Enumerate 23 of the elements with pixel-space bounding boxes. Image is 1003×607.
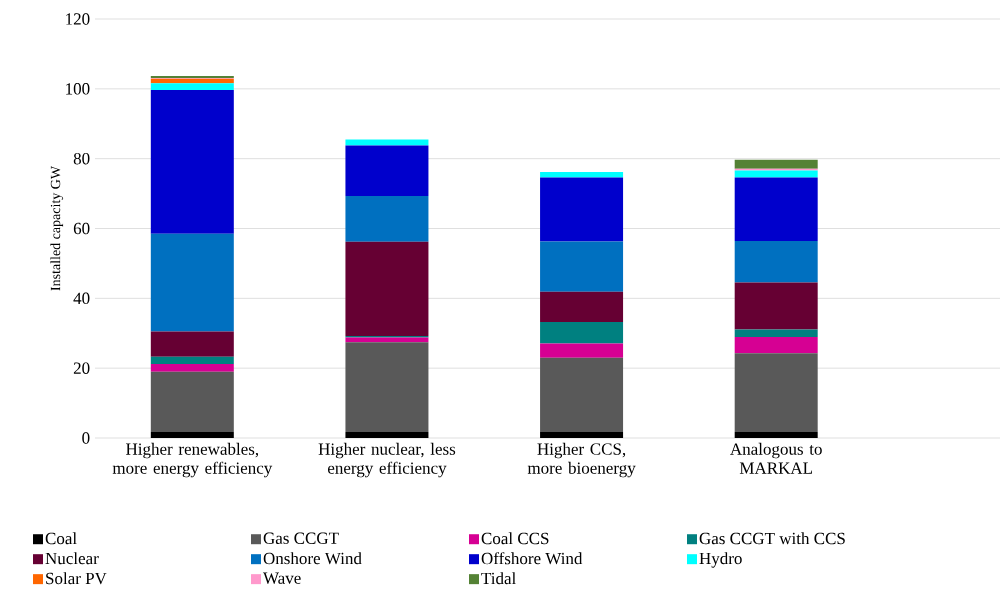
y-tick-label: 100	[66, 83, 90, 95]
y-tick-label: 20	[73, 362, 90, 374]
legend-label: Nuclear	[45, 552, 99, 565]
y-tick-label: 80	[73, 152, 90, 165]
x-tick-label: Higher nuclear, less energy efficiency	[318, 442, 456, 478]
legend-label: Offshore Wind	[481, 552, 583, 565]
legend-label: Gas CCGT with CCS	[699, 532, 845, 545]
y-tick-label: 60	[73, 222, 90, 235]
legend-label: Coal CCS	[481, 532, 549, 545]
legend-label: Onshore Wind	[263, 552, 362, 565]
legend-label: Wave	[263, 572, 301, 584]
y-tick-label: 40	[73, 292, 90, 305]
legend-label: Tidal	[481, 572, 516, 585]
y-tick-label: 0	[82, 432, 90, 444]
y-tick-label: 120	[66, 13, 90, 25]
x-tick-label: Higher renewables, more energy efficiency	[112, 442, 273, 478]
x-tick-label: Higher CCS, more bioenergy	[527, 442, 636, 478]
legend-label: Coal	[45, 532, 77, 545]
y-axis-title: Installed capacity GW	[50, 165, 64, 291]
legend-label: Hydro	[699, 552, 742, 568]
legend-label: Gas CCGT	[263, 532, 339, 544]
x-tick-label: Analogous to MARKAL	[730, 442, 822, 474]
legend-label: Solar PV	[46, 572, 107, 585]
